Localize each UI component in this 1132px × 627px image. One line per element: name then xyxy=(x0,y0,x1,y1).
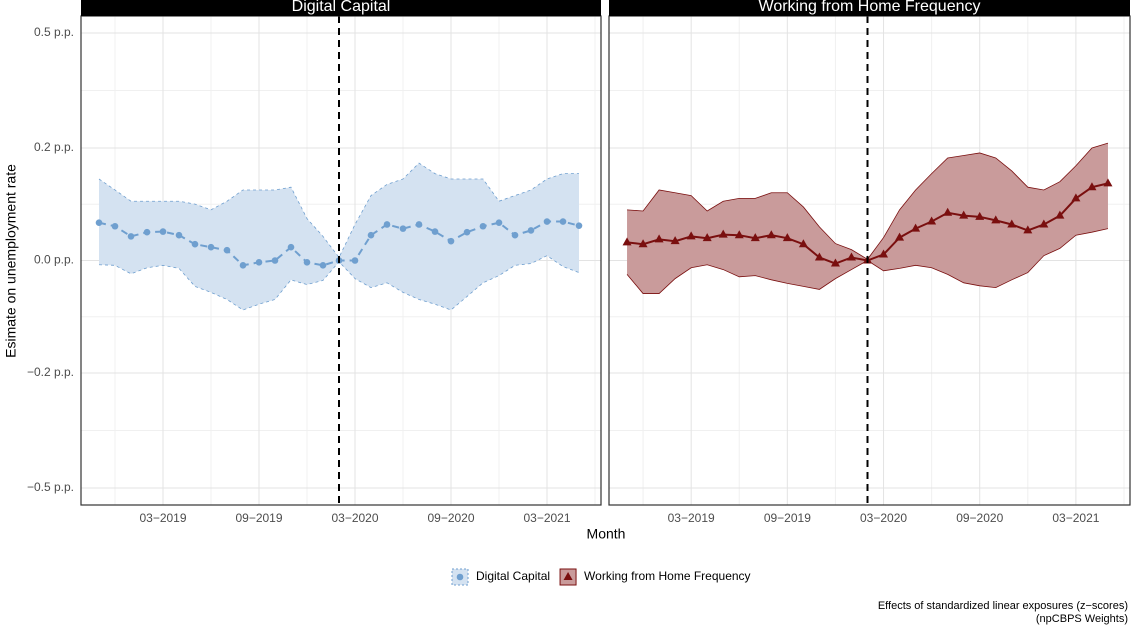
x-tick-label: 03−2020 xyxy=(331,511,378,525)
data-point xyxy=(511,231,519,239)
legend-label: Working from Home Frequency xyxy=(584,569,751,583)
legend-marker xyxy=(563,572,573,580)
data-point xyxy=(975,211,985,220)
confidence-band xyxy=(99,163,579,310)
data-point xyxy=(127,233,135,240)
x-tick-label: 09−2020 xyxy=(427,511,474,525)
data-point xyxy=(814,252,824,261)
data-point xyxy=(479,222,487,230)
data-point xyxy=(255,259,263,266)
data-point xyxy=(303,259,311,266)
data-point xyxy=(495,219,503,227)
data-point xyxy=(1055,210,1065,219)
data-point xyxy=(622,237,632,246)
data-point xyxy=(415,221,423,228)
data-point xyxy=(927,216,937,225)
x-tick-label: 09−2019 xyxy=(235,511,282,525)
data-point xyxy=(670,236,680,245)
x-axis-label: Month xyxy=(587,526,626,542)
data-point xyxy=(351,257,359,264)
data-point xyxy=(431,228,439,235)
caption: Effects of standardized linear exposures… xyxy=(878,600,1128,612)
data-point xyxy=(959,210,969,219)
panel-title: Digital Capital xyxy=(292,0,391,15)
strip xyxy=(81,0,601,16)
data-point xyxy=(1087,182,1097,191)
data-point xyxy=(175,231,183,239)
data-point xyxy=(1007,219,1017,228)
data-point xyxy=(879,249,889,258)
data-point xyxy=(638,239,648,248)
x-tick-label: 09−2020 xyxy=(956,511,1003,525)
data-point xyxy=(383,221,391,228)
y-tick-label: 0.0 p.p. xyxy=(34,253,74,267)
strip xyxy=(609,0,1130,16)
data-point xyxy=(447,237,455,245)
data-point xyxy=(1023,225,1033,234)
data-point xyxy=(766,230,776,239)
data-point xyxy=(654,234,664,243)
data-point xyxy=(1039,219,1049,228)
data-point xyxy=(287,243,295,251)
data-point xyxy=(911,223,921,232)
confidence-band xyxy=(627,143,1108,294)
data-point xyxy=(830,258,840,267)
data-point xyxy=(702,233,712,242)
data-point xyxy=(895,232,905,241)
y-tick-label: −0.5 p.p. xyxy=(27,480,74,494)
data-point xyxy=(991,215,1001,224)
data-point xyxy=(463,228,471,236)
data-point xyxy=(223,246,231,254)
data-point xyxy=(543,218,551,225)
data-point xyxy=(191,240,199,248)
y-tick-label: −0.2 p.p. xyxy=(27,365,74,379)
data-point xyxy=(750,233,760,242)
data-point xyxy=(943,207,953,216)
data-point xyxy=(846,252,856,261)
data-point xyxy=(111,222,119,230)
x-tick-label: 03−2019 xyxy=(668,511,715,525)
data-point xyxy=(1071,193,1081,202)
x-tick-label: 09−2019 xyxy=(764,511,811,525)
legend-label: Digital Capital xyxy=(476,569,550,583)
band-edge xyxy=(98,162,579,259)
caption: (npCBPS Weights) xyxy=(1036,613,1128,625)
data-point xyxy=(527,227,535,234)
data-point xyxy=(798,239,808,248)
data-point xyxy=(1103,178,1113,187)
data-point xyxy=(143,228,151,236)
data-point xyxy=(686,231,696,240)
y-tick-label: 0.5 p.p. xyxy=(34,25,74,39)
y-axis-label: Esimate on unemployment rate xyxy=(3,164,19,358)
data-point xyxy=(718,229,728,238)
legend-marker xyxy=(456,573,464,581)
data-point xyxy=(95,219,103,227)
data-point xyxy=(575,222,583,229)
data-point xyxy=(399,225,407,232)
x-tick-label: 03−2021 xyxy=(523,511,570,525)
x-tick-label: 03−2021 xyxy=(1052,511,1099,525)
data-point xyxy=(271,257,279,264)
data-point xyxy=(207,243,215,251)
data-point xyxy=(367,231,375,239)
data-point xyxy=(319,262,327,269)
y-tick-label: 0.2 p.p. xyxy=(34,140,74,154)
data-point xyxy=(239,262,247,269)
panel-title: Working from Home Frequency xyxy=(759,0,981,15)
data-point xyxy=(559,218,567,225)
x-tick-label: 03−2020 xyxy=(860,511,907,525)
x-tick-label: 03−2019 xyxy=(139,511,186,525)
data-point xyxy=(159,228,167,235)
data-point xyxy=(734,230,744,239)
data-point xyxy=(782,233,792,242)
